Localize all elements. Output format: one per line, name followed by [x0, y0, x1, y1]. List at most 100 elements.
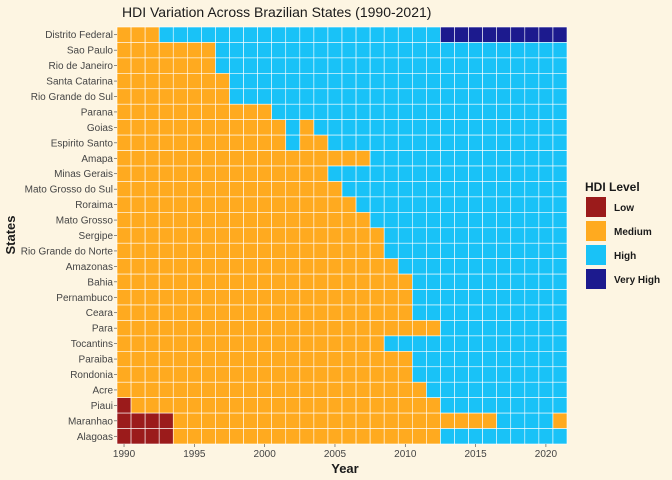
- heatmap-cell-ceara-1994: [172, 304, 188, 321]
- heatmap-cell-rio-grande-do-sul-2000: [257, 88, 272, 105]
- heatmap-cell-sergipe-2016: [482, 227, 497, 244]
- heatmap-cell-rio-grande-do-norte-2007: [355, 242, 371, 259]
- heatmap-cell-sao-paulo-1991: [130, 42, 146, 59]
- heatmap-cell-goias-2016: [482, 119, 497, 136]
- heatmap-cell-rio-grande-do-sul-2013: [440, 88, 455, 105]
- heatmap-cell-rio-grande-do-sul-2021: [552, 88, 568, 105]
- heatmap-cell-bahia-1996: [201, 273, 216, 290]
- heatmap-cell-espirito-santo-2002: [285, 134, 301, 151]
- heatmap-cell-mato-grosso-2021: [552, 212, 568, 229]
- state-label-pernambuco: Pernambuco: [56, 293, 113, 304]
- heatmap-cell-amazonas-2008: [369, 258, 385, 275]
- heatmap-cell-sergipe-2003: [299, 227, 315, 244]
- heatmap-cell-espirito-santo-1996: [201, 134, 216, 151]
- heatmap-cell-rio-grande-do-norte-2003: [299, 242, 315, 259]
- heatmap-cell-minas-gerais-2005: [327, 165, 343, 182]
- heatmap-cell-rondonia-2019: [524, 366, 540, 383]
- heatmap-cell-rio-grande-do-sul-1990: [116, 88, 132, 105]
- heatmap-cell-bahia-1990: [116, 273, 132, 290]
- heatmap-cell-amazonas-2019: [524, 258, 540, 275]
- heatmap-cell-maranhao-1993: [158, 412, 174, 429]
- year-label-2005: 2005: [324, 449, 347, 460]
- heatmap-cell-rio-de-janeiro-2014: [454, 57, 469, 74]
- heatmap-cell-piaui-2000: [257, 397, 272, 414]
- heatmap-cell-parana-2000: [257, 103, 272, 120]
- heatmap-cell-pernambuco-2017: [496, 289, 512, 306]
- heatmap-cell-mato-grosso-2015: [468, 212, 483, 229]
- heatmap-cell-bahia-2017: [496, 273, 512, 290]
- heatmap-cell-paraiba-2017: [496, 351, 512, 368]
- heatmap-cell-ceara-2014: [454, 304, 469, 321]
- heatmap-cell-distrito-federal-1998: [229, 26, 244, 43]
- heatmap-cell-sao-paulo-2005: [327, 42, 343, 59]
- legend-key-very-high: [586, 269, 606, 289]
- heatmap-cell-ceara-2013: [440, 304, 455, 321]
- heatmap-cell-maranhao-2019: [524, 412, 540, 429]
- heatmap-cell-amazonas-2010: [397, 258, 413, 275]
- heatmap-cell-mato-grosso-2012: [426, 212, 441, 229]
- heatmap-cell-piaui-1998: [229, 397, 244, 414]
- heatmap-cell-rio-grande-do-norte-1994: [172, 242, 188, 259]
- heatmap-cell-sao-paulo-2018: [510, 42, 526, 59]
- heatmap-cell-rondonia-2002: [285, 366, 301, 383]
- heatmap-cell-mato-grosso-2004: [313, 212, 329, 229]
- x-axis-title: Year: [331, 461, 358, 476]
- heatmap-cell-goias-1998: [229, 119, 244, 136]
- heatmap-cell-sao-paulo-1999: [243, 42, 258, 59]
- heatmap-cell-maranhao-1990: [116, 412, 132, 429]
- heatmap-cell-rio-grande-do-sul-1999: [243, 88, 258, 105]
- heatmap-cell-bahia-2004: [313, 273, 329, 290]
- heatmap-cell-rio-de-janeiro-2019: [524, 57, 540, 74]
- heatmap-cell-rio-de-janeiro-1993: [158, 57, 174, 74]
- heatmap-cell-rio-de-janeiro-2008: [369, 57, 385, 74]
- heatmap-cell-ceara-1991: [130, 304, 146, 321]
- heatmap-cell-roraima-2019: [524, 196, 540, 213]
- legend-label-high: High: [614, 251, 636, 262]
- heatmap-cell-santa-catarina-2014: [454, 73, 469, 90]
- heatmap-cell-goias-2009: [383, 119, 399, 136]
- heatmap-cell-bahia-1991: [130, 273, 146, 290]
- heatmap-cell-rio-grande-do-norte-1993: [158, 242, 174, 259]
- heatmap-cell-rondonia-2020: [538, 366, 554, 383]
- heatmap-cell-goias-1994: [172, 119, 188, 136]
- heatmap-cell-rio-grande-do-norte-2018: [510, 242, 526, 259]
- heatmap-cell-maranhao-2015: [468, 412, 483, 429]
- heatmap-cell-alagoas-2015: [468, 428, 483, 445]
- heatmap-cell-mato-grosso-2009: [383, 212, 399, 229]
- heatmap-cell-rondonia-1996: [201, 366, 216, 383]
- heatmap-cell-bahia-2011: [412, 273, 427, 290]
- heatmap-cell-maranhao-2021: [552, 412, 568, 429]
- legend-label-low: Low: [614, 203, 634, 214]
- heatmap-cell-goias-1996: [201, 119, 216, 136]
- heatmap-cell-amazonas-1991: [130, 258, 146, 275]
- heatmap-cell-minas-gerais-1996: [201, 165, 216, 182]
- heatmap-cell-acre-1991: [130, 381, 146, 398]
- heatmap-cell-bahia-1994: [172, 273, 188, 290]
- heatmap-cell-parana-2005: [327, 103, 343, 120]
- heatmap-cell-santa-catarina-2002: [285, 73, 301, 90]
- heatmap-cell-ceara-2011: [412, 304, 427, 321]
- heatmap-cell-tocantins-2007: [355, 335, 371, 352]
- legend-key-low: [586, 197, 606, 217]
- heatmap-cell-tocantins-2005: [327, 335, 343, 352]
- heatmap-cell-distrito-federal-2011: [412, 26, 427, 43]
- heatmap-cell-piaui-2009: [383, 397, 399, 414]
- heatmap-cell-roraima-2018: [510, 196, 526, 213]
- heatmap-cell-amapa-2011: [412, 150, 427, 167]
- heatmap-cell-pernambuco-2020: [538, 289, 554, 306]
- heatmap-cell-amapa-2020: [538, 150, 554, 167]
- heatmap-cell-para-2003: [299, 320, 315, 337]
- heatmap-cell-tocantins-1995: [187, 335, 202, 352]
- heatmap-cell-bahia-2002: [285, 273, 301, 290]
- heatmap-cell-sao-paulo-1996: [201, 42, 216, 59]
- heatmap-cell-distrito-federal-2006: [341, 26, 357, 43]
- heatmap-cell-distrito-federal-2004: [313, 26, 329, 43]
- heatmap-cell-distrito-federal-2016: [482, 26, 497, 43]
- heatmap-cell-bahia-2012: [426, 273, 441, 290]
- heatmap-cell-rio-grande-do-norte-2017: [496, 242, 512, 259]
- heatmap-cell-sergipe-2002: [285, 227, 301, 244]
- heatmap-cell-piaui-2013: [440, 397, 455, 414]
- heatmap-cell-tocantins-2017: [496, 335, 512, 352]
- heatmap-cell-mato-grosso-do-sul-2000: [257, 181, 272, 198]
- heatmap-cell-sergipe-2013: [440, 227, 455, 244]
